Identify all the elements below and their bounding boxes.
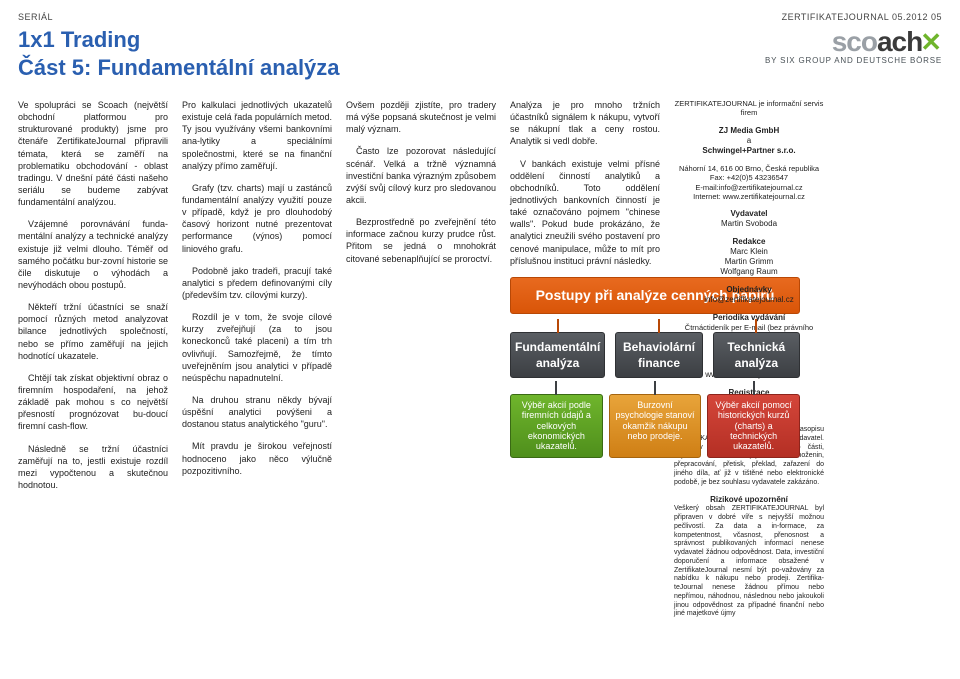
leaf-technical-label: Výběr akcií pomocí historických kurzů (c… [715, 400, 792, 451]
issue-no: 05.2012 [889, 12, 928, 22]
page-no: 05 [928, 12, 942, 22]
c2p3: Podobně jako tradeři, pracují také analy… [182, 265, 332, 301]
c3p2: Často lze pozorovat následující scénář. … [346, 145, 496, 206]
red1: Marc Klein [674, 247, 824, 257]
node-behavioral: Behaviolární finance [615, 332, 702, 378]
c2p5: Na druhou stranu někdy bývají úspěšní an… [182, 394, 332, 430]
c3p1: Ovšem později zjistíte, pro tradery má v… [346, 99, 496, 135]
title-block: 1x1 Trading Část 5: Fundamentální analýz… [18, 26, 340, 81]
node-technical: Technická analýza [713, 332, 800, 378]
title-line1: 1x1 Trading [18, 26, 340, 54]
logo-block: scoach✕ BY SIX GROUP AND DEUTSCHE BÖRSE [765, 26, 942, 65]
leaf-fundamental-label: Výběr akcií podle firemních údajů a celk… [522, 400, 591, 451]
c4p2: V bankách existuje velmi přísné oddělení… [510, 158, 660, 267]
imprint-addr1: Náhorní 14, 616 00 Brno, Česká republika [674, 164, 824, 173]
risk: Veškerý obsah ZERTIFIKATEJOURNAL byl při… [674, 505, 824, 619]
leaf-technical: Výběr akcií pomocí historických kurzů (c… [707, 394, 800, 458]
imprint-zj: ZJ Media GmbH [674, 126, 824, 136]
c3p3: Bezprostředně po zveřejnění této informa… [346, 216, 496, 265]
diagram-mid-row: Fundamentální analýza Behaviolární finan… [510, 332, 800, 378]
diagram-leaf-row: Výběr akcií podle firemních údajů a celk… [510, 394, 800, 458]
column-2: Pro kalkulaci jednotlivých ukazatelů exi… [182, 99, 332, 627]
ord: info@zertifikatejournal.cz [674, 295, 824, 305]
column-1: Ve spolupráci se Scoach (největší obchod… [18, 99, 168, 627]
imprint-intro: ZERTIFIKATEJOURNAL je informační servis … [674, 99, 824, 118]
c2p2: Grafy (tzv. charts) mají u zastánců fund… [182, 182, 332, 255]
c2p1: Pro kalkulaci jednotlivých ukazatelů exi… [182, 99, 332, 172]
imprint-addr4: Internet: www.zertifikatejournal.cz [674, 192, 824, 201]
header: 1x1 Trading Část 5: Fundamentální analýz… [18, 26, 942, 81]
topbar: SERIÁL ZERTIFIKATEJOURNAL 05.2012 05 [18, 12, 942, 22]
node-behavioral-label: Behaviolární finance [623, 340, 695, 370]
red-h: Redakce [674, 237, 824, 247]
title-line2: Část 5: Fundamentální analýza [18, 54, 340, 82]
red3: Wolfgang Raum [674, 267, 824, 277]
c1p3: Někteří tržní účastníci se snaží pomocí … [18, 301, 168, 362]
c2p6: Mít pravdu je širokou veřejností hodnoce… [182, 440, 332, 476]
pub-h: Vydavatel [674, 209, 824, 219]
section-label: SERIÁL [18, 12, 53, 22]
logo-x-icon: ✕ [920, 27, 942, 57]
logo-grey: sco [832, 26, 877, 57]
red2: Martin Grimm [674, 257, 824, 267]
node-fundamental-label: Fundamentální analýza [515, 340, 600, 370]
page: SERIÁL ZERTIFIKATEJOURNAL 05.2012 05 1x1… [0, 0, 960, 679]
c1p4: Chtějí tak získat objektivní obraz o fir… [18, 372, 168, 433]
node-fundamental: Fundamentální analýza [510, 332, 605, 378]
node-technical-label: Technická analýza [727, 340, 785, 370]
c4p1: Analýza je pro mnoho tržních účastníků s… [510, 99, 660, 148]
columns: Ve spolupráci se Scoach (největší obchod… [18, 99, 942, 627]
c1p2: Vzájemné porovnávání funda-mentální anal… [18, 218, 168, 291]
journal-name: ZERTIFIKATEJOURNAL [782, 12, 889, 22]
imprint-addr3: E-mail:info@zertifikatejournal.cz [674, 183, 824, 192]
column-4: Analýza je pro mnoho tržních účastníků s… [510, 99, 660, 627]
logo-dark: ach [877, 26, 922, 57]
logo-byline: BY SIX GROUP AND DEUTSCHE BÖRSE [765, 56, 942, 65]
leaf-behavioral-label: Burzovní psychologie stanoví okamžik nák… [615, 400, 694, 441]
column-3: Ovšem později zjistíte, pro tradery má v… [346, 99, 496, 627]
pub: Martin Svoboda [674, 219, 824, 229]
imprint-sp: Schwingel+Partner s.r.o. [674, 146, 824, 156]
risk-h: Rizikové upozornění [674, 495, 824, 505]
ord-h: Objednávky [674, 285, 824, 295]
imprint-addr2: Fax: +42(0)5 43236547 [674, 173, 824, 182]
leaf-behavioral: Burzovní psychologie stanoví okamžik nák… [609, 394, 702, 458]
imprint-a: a [674, 136, 824, 146]
c1p1: Ve spolupráci se Scoach (největší obchod… [18, 99, 168, 208]
leaf-fundamental: Výběr akcií podle firemních údajů a celk… [510, 394, 603, 458]
c1p5: Následně se tržní účastníci zaměřují na … [18, 443, 168, 492]
c2p4: Rozdíl je v tom, že svoje cílové kurzy z… [182, 311, 332, 384]
scoach-logo: scoach✕ [832, 26, 942, 58]
issue-label: ZERTIFIKATEJOURNAL 05.2012 05 [782, 12, 942, 22]
